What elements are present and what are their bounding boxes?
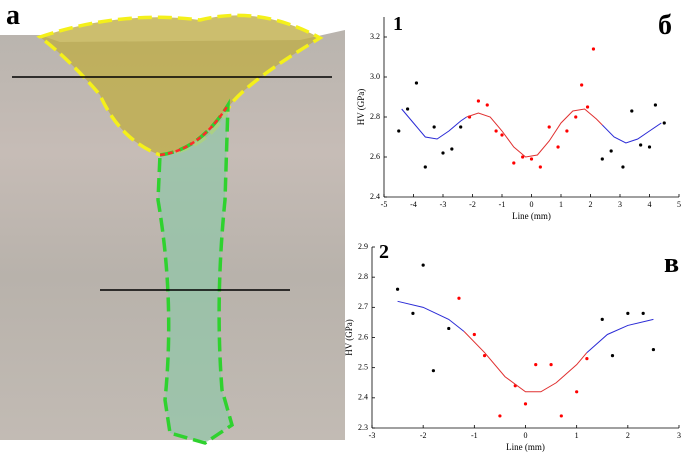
- point: [472, 332, 476, 337]
- y-tick-label: 2.6: [370, 152, 380, 161]
- x-axis-label: Line (mm): [512, 211, 551, 221]
- point: [641, 311, 645, 315]
- x-tick-label: 5: [677, 200, 681, 209]
- point: [450, 147, 454, 151]
- point: [662, 121, 666, 125]
- point: [626, 311, 630, 315]
- x-tick-label: 1: [575, 431, 579, 440]
- point: [621, 165, 625, 169]
- x-tick-label: -5: [381, 200, 388, 209]
- point: [610, 354, 615, 358]
- point: [639, 143, 643, 147]
- x-tick-label: 0: [530, 200, 534, 209]
- point: [575, 390, 579, 394]
- panel-label: б: [658, 10, 672, 41]
- x-tick-label: 2: [589, 200, 593, 209]
- point: [521, 155, 525, 159]
- point: [653, 103, 658, 107]
- point: [538, 165, 542, 169]
- y-tick-label: 2.3: [358, 423, 368, 432]
- point: [423, 165, 427, 169]
- point: [441, 151, 445, 155]
- y-tick-label: 2.8: [370, 112, 380, 121]
- x-tick-label: 3: [618, 200, 622, 209]
- x-tick-label: 1: [559, 200, 563, 209]
- chart-title: 2: [379, 241, 389, 263]
- y-tick-label: 3.2: [370, 32, 380, 41]
- point: [585, 105, 590, 109]
- y-tick-label: 2.4: [370, 192, 380, 201]
- x-tick-label: -2: [420, 431, 427, 440]
- y-tick-label: 2.7: [358, 302, 368, 311]
- point: [574, 115, 578, 119]
- point: [609, 149, 613, 153]
- point: [559, 414, 563, 418]
- x-tick-label: -4: [410, 200, 417, 209]
- point: [411, 311, 415, 315]
- chart-title: 1: [393, 13, 403, 35]
- y-tick-label: 2.6: [358, 332, 368, 341]
- point: [397, 129, 401, 133]
- y-axis-label: HV (GPa): [356, 89, 366, 126]
- point: [494, 129, 498, 133]
- point: [580, 83, 584, 87]
- point: [556, 145, 560, 149]
- point: [485, 103, 489, 107]
- panel-label: а: [6, 0, 20, 31]
- point: [498, 414, 502, 418]
- x-tick-label: -3: [369, 431, 376, 440]
- point: [547, 125, 551, 129]
- point: [406, 107, 410, 111]
- point: [529, 157, 534, 161]
- x-tick-label: -1: [471, 431, 478, 440]
- point: [523, 402, 528, 406]
- y-tick-label: 2.8: [358, 272, 368, 281]
- point: [459, 125, 463, 129]
- point: [432, 125, 436, 129]
- point: [647, 145, 652, 149]
- point: [476, 99, 480, 103]
- point: [500, 133, 504, 137]
- x-tick-label: -3: [440, 200, 447, 209]
- point: [600, 157, 604, 161]
- y-tick-label: 2.5: [358, 362, 368, 371]
- micrograph: [0, 13, 345, 445]
- point: [414, 81, 419, 85]
- point: [549, 363, 553, 367]
- x-tick-label: -2: [469, 200, 476, 209]
- point: [651, 347, 656, 352]
- x-tick-label: 3: [677, 431, 681, 440]
- x-axis-label: Line (mm): [506, 442, 545, 452]
- point: [512, 161, 516, 165]
- y-axis-label: HV (GPa): [344, 319, 354, 356]
- fit-line: [466, 108, 603, 158]
- point: [395, 287, 400, 291]
- point: [630, 109, 634, 113]
- y-tick-label: 2.4: [358, 393, 368, 402]
- fit-line: [401, 108, 467, 140]
- fit-line: [463, 331, 588, 393]
- x-tick-label: 4: [648, 200, 652, 209]
- x-tick-label: 0: [524, 431, 528, 440]
- point: [482, 354, 487, 358]
- fit-line: [397, 300, 465, 332]
- panel-label: в: [664, 248, 679, 279]
- point: [591, 47, 596, 51]
- point: [565, 129, 569, 133]
- point: [421, 263, 425, 267]
- y-tick-label: 2.9: [358, 242, 368, 251]
- point: [534, 363, 538, 367]
- y-tick-label: 3.0: [370, 72, 380, 81]
- x-tick-label: 2: [626, 431, 630, 440]
- point: [600, 317, 604, 321]
- x-tick-label: -1: [499, 200, 506, 209]
- point: [457, 296, 461, 300]
- point: [447, 326, 451, 331]
- point: [585, 357, 589, 361]
- point: [431, 369, 435, 373]
- fit-line: [586, 318, 654, 353]
- fit-line: [601, 122, 662, 144]
